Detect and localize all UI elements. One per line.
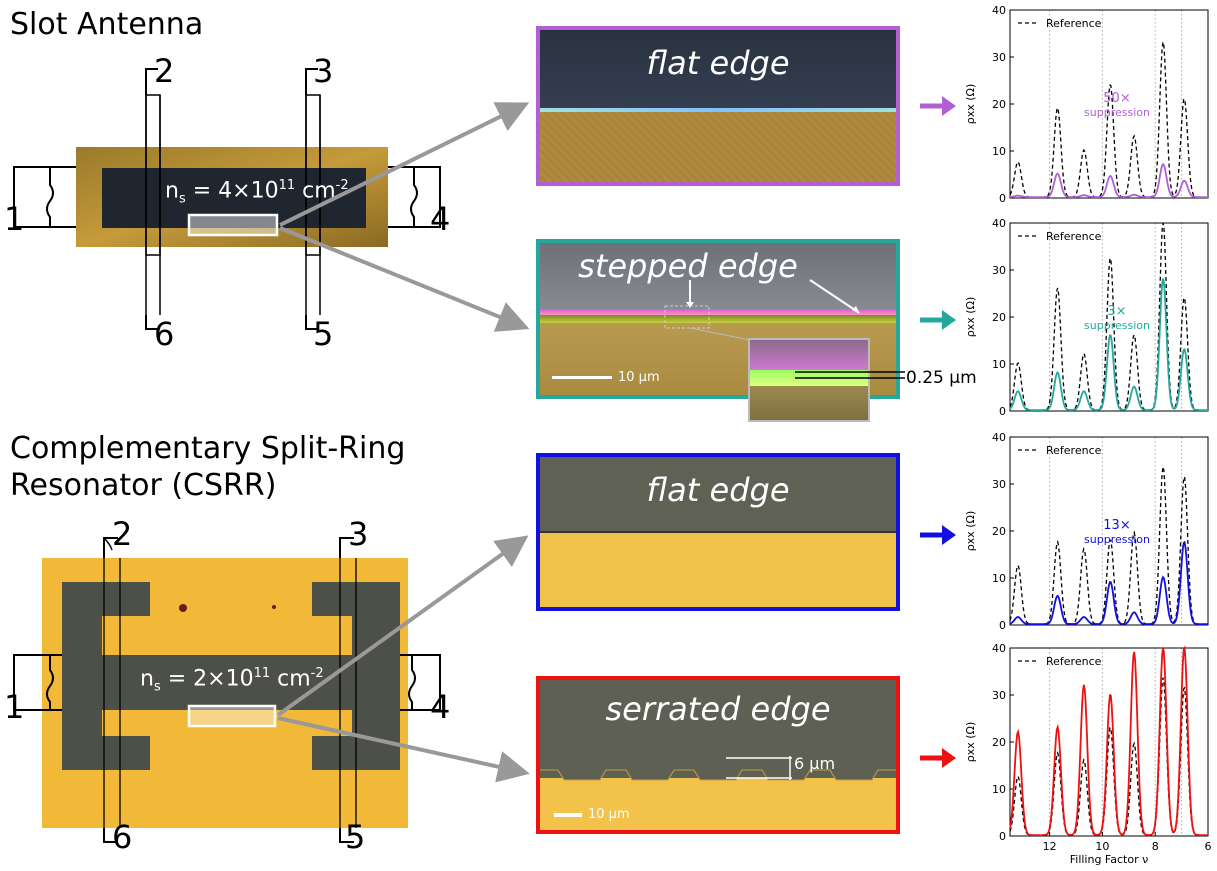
legend-label: Reference — [1046, 655, 1102, 668]
y-tick-label: 30 — [992, 264, 1006, 277]
measured-series-line — [1009, 540, 1208, 625]
legend-label: Reference — [1046, 230, 1102, 243]
y-axis-label: ρxx (Ω) — [964, 511, 977, 552]
y-tick-label: 20 — [992, 311, 1006, 324]
reference-series-line — [1009, 41, 1208, 198]
csrr-device — [13, 537, 441, 843]
suppression-factor: 13× — [1103, 518, 1130, 533]
y-tick-label: 0 — [999, 405, 1006, 418]
y-axis-label: ρxx (Ω) — [964, 297, 977, 338]
slot-terminal-6: 6 — [154, 315, 175, 353]
y-tick-label: 20 — [992, 525, 1006, 538]
chart-panel-4: 0 10 20 30 40 ρxx (Ω) 12 10 8 6 Filling Factor ν Re… — [964, 642, 1212, 866]
flat-edge-label-1: flat edge — [646, 44, 790, 82]
y-tick-label: 30 — [992, 478, 1006, 491]
csrr-terminal-1: 1 — [4, 688, 25, 726]
y-tick-label: 0 — [999, 192, 1006, 205]
suppression-label: suppression — [1084, 533, 1150, 546]
x-tick-label: 6 — [1205, 840, 1212, 853]
y-tick-label: 20 — [992, 98, 1006, 111]
step-height-label: 0.25 μm — [906, 368, 977, 388]
csrr-title-line1: Complementary Split-Ring — [10, 431, 406, 466]
result-arrows — [920, 96, 956, 768]
y-tick-label: 20 — [992, 736, 1006, 749]
zoom-arrows — [276, 102, 530, 783]
stepped-edge-label: stepped edge — [578, 247, 798, 285]
y-tick-label: 10 — [992, 145, 1006, 158]
y-tick-label: 10 — [992, 783, 1006, 796]
serration-period-label: 6 μm — [794, 754, 836, 773]
x-tick-label: 8 — [1152, 840, 1159, 853]
legend-label: Reference — [1046, 17, 1102, 30]
slot-terminal-2: 2 — [154, 52, 175, 90]
slot-antenna-title: Slot Antenna — [10, 7, 204, 42]
y-tick-label: 10 — [992, 572, 1006, 585]
arrow-purple-icon — [920, 96, 956, 116]
y-tick-label: 10 — [992, 358, 1006, 371]
stepped-annotations — [664, 279, 905, 379]
y-axis-label: ρxx (Ω) — [964, 84, 977, 125]
y-tick-label: 40 — [992, 4, 1006, 17]
slot-terminal-1: 1 — [4, 200, 25, 238]
legend-label: Reference — [1046, 444, 1102, 457]
csrr-density-label: ns = 2×1011 cm-2 — [140, 666, 324, 695]
y-tick-label: 0 — [999, 830, 1006, 843]
arrow-red-icon — [920, 748, 956, 768]
slot-terminal-5: 5 — [313, 315, 334, 353]
y-tick-label: 30 — [992, 51, 1006, 64]
csrr-title-line2: Resonator (CSRR) — [10, 468, 277, 503]
stepped-edge-inset — [748, 338, 870, 422]
stepped-scale-bar: 10 μm — [552, 370, 660, 385]
y-tick-label: 40 — [992, 431, 1006, 444]
csrr-terminal-3: 3 — [348, 515, 369, 553]
y-axis-label: ρxx (Ω) — [964, 722, 977, 763]
serrated-edge-label: serrated edge — [605, 690, 831, 728]
y-tick-label: 30 — [992, 689, 1006, 702]
suppression-factor: 3× — [1107, 304, 1126, 319]
csrr-terminal-2: 2 — [112, 515, 133, 553]
slot-terminal-3: 3 — [313, 52, 334, 90]
x-tick-label: 12 — [1043, 840, 1057, 853]
csrr-terminal-5: 5 — [345, 818, 366, 856]
csrr-terminal-6: 6 — [112, 818, 133, 856]
serrated-edge-photo: serrated edge 6 μm 10 μm — [536, 676, 900, 834]
flat-edge-label-2: flat edge — [646, 471, 790, 509]
slot-terminal-4: 4 — [430, 200, 451, 238]
serrated-scale-bar: 10 μm — [554, 807, 630, 822]
slot-density-label: ns = 4×1011 cm-2 — [165, 178, 349, 207]
x-axis-label: Filling Factor ν — [1070, 853, 1149, 866]
chart-panel-2: 0 10 20 30 40 ρxx (Ω) Reference 3×suppression — [964, 217, 1209, 418]
y-tick-label: 0 — [999, 619, 1006, 632]
chart-panel-3: 0 10 20 30 40 ρxx (Ω) Reference 13×suppression — [964, 431, 1209, 632]
arrow-teal-icon — [920, 310, 956, 330]
stepped-edge-photo: stepped edge 10 μm — [536, 239, 900, 399]
y-tick-label: 40 — [992, 217, 1006, 230]
reference-series-line — [1009, 677, 1208, 836]
suppression-label: suppression — [1084, 319, 1150, 332]
suppression-factor: 50× — [1103, 91, 1130, 106]
y-tick-label: 40 — [992, 642, 1006, 655]
measured-series-line — [1009, 645, 1208, 836]
csrr-terminal-4: 4 — [430, 688, 451, 726]
arrow-blue-icon — [920, 525, 956, 545]
x-tick-label: 10 — [1095, 840, 1109, 853]
suppression-label: suppression — [1084, 106, 1150, 119]
measured-series-line — [1009, 162, 1208, 198]
measured-series-line — [1009, 278, 1208, 412]
flat-edge-photo-slot: flat edge — [536, 26, 900, 186]
chart-panel-1: 0 10 20 30 40 ρxx (Ω) Reference 50×suppression — [964, 4, 1209, 205]
flat-edge-photo-csrr: flat edge — [536, 453, 900, 611]
